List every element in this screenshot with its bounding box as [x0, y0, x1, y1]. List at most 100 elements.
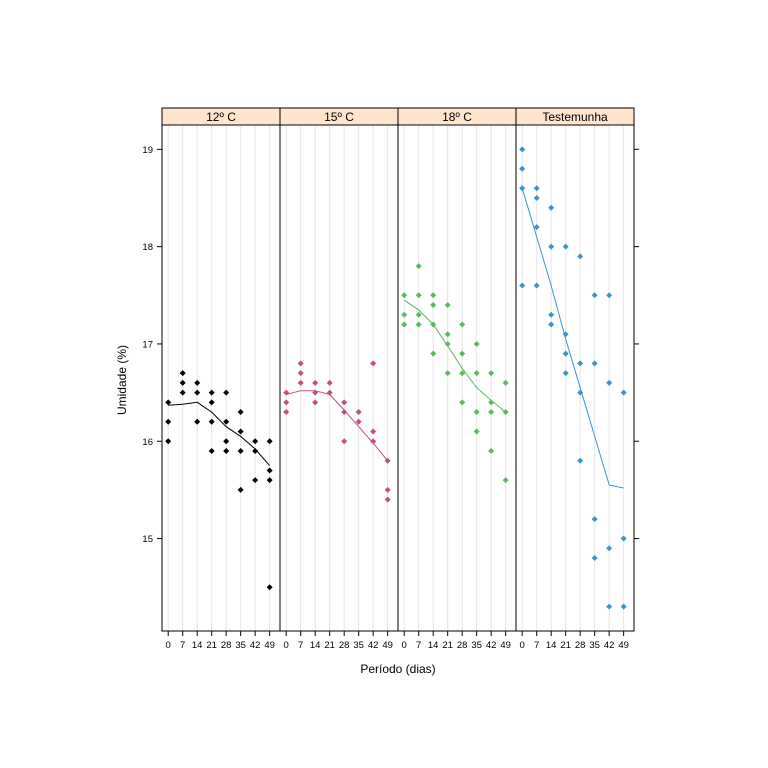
x-tick-label: 7: [180, 640, 185, 651]
data-point-15-c: [384, 486, 391, 493]
data-point-12-c: [223, 447, 230, 454]
data-point-15-c: [312, 399, 319, 406]
data-point-12-c: [165, 418, 172, 425]
data-point-testemunha: [591, 555, 598, 562]
data-point-12-c: [223, 438, 230, 445]
x-tick-label: 28: [339, 640, 350, 651]
data-point-testemunha: [548, 204, 555, 211]
x-tick-label: 49: [500, 640, 511, 651]
data-point-12-c: [223, 418, 230, 425]
x-tick-label: 28: [575, 640, 586, 651]
panel-frame-12-c: [161, 124, 281, 632]
data-point-12-c: [237, 428, 244, 435]
x-tick-label: 7: [416, 640, 421, 651]
smooth-line-12-c: [168, 401, 270, 466]
data-point-12-c: [165, 438, 172, 445]
data-point-12-c: [223, 389, 230, 396]
data-point-18-c: [473, 428, 480, 435]
data-point-testemunha: [562, 331, 569, 338]
x-tick-label: 7: [298, 640, 303, 651]
y-axis-title: Umidade (%): [115, 345, 129, 415]
data-point-18-c: [444, 302, 451, 309]
data-point-18-c: [401, 311, 408, 318]
data-point-testemunha: [562, 350, 569, 357]
strip-label-15-c: 15º C: [324, 110, 354, 124]
x-tick-label: 14: [428, 640, 439, 651]
grid-lines: [167, 125, 625, 631]
panel-frame-15-c: [279, 124, 399, 632]
data-point-15-c: [326, 379, 333, 386]
data-point-testemunha: [577, 389, 584, 396]
data-point-testemunha: [620, 389, 627, 396]
x-tick-label: 28: [457, 640, 468, 651]
data-point-18-c: [488, 370, 495, 377]
x-tick-label: 21: [560, 640, 571, 651]
data-point-12-c: [252, 477, 259, 484]
data-point-testemunha: [577, 360, 584, 367]
data-point-15-c: [370, 428, 377, 435]
data-point-15-c: [341, 409, 348, 416]
data-point-12-c: [179, 370, 186, 377]
x-axis-title: Período (dias): [360, 662, 435, 676]
data-point-15-c: [370, 438, 377, 445]
data-point-18-c: [488, 447, 495, 454]
data-point-testemunha: [577, 457, 584, 464]
y-tick-label: 19: [142, 145, 153, 156]
data-point-12-c: [179, 389, 186, 396]
data-point-18-c: [401, 321, 408, 328]
data-point-12-c: [208, 399, 215, 406]
x-tick-label: 35: [589, 640, 600, 651]
strip-label-12-c: 12º C: [206, 110, 236, 124]
data-point-18-c: [473, 340, 480, 347]
data-point-testemunha: [519, 282, 526, 289]
data-point-18-c: [430, 321, 437, 328]
data-point-18-c: [401, 292, 408, 299]
data-point-18-c: [502, 409, 509, 416]
data-point-18-c: [459, 350, 466, 357]
strips: 12º C 15º C 18º C Testemunha: [161, 107, 635, 126]
data-point-15-c: [297, 379, 304, 386]
data-point-testemunha: [519, 165, 526, 172]
data-point-testemunha: [606, 603, 613, 610]
data-point-testemunha: [591, 360, 598, 367]
data-point-12-c: [179, 379, 186, 386]
data-point-12-c: [208, 447, 215, 454]
data-point-testemunha: [519, 185, 526, 192]
data-point-12-c: [266, 438, 273, 445]
x-tick-label: 42: [604, 640, 615, 651]
data-point-15-c: [355, 409, 362, 416]
data-point-testemunha: [577, 253, 584, 260]
data-point-12-c: [237, 486, 244, 493]
x-tick-label: 0: [402, 640, 407, 651]
data-point-12-c: [266, 584, 273, 591]
data-point-18-c: [444, 370, 451, 377]
data-point-12-c: [266, 477, 273, 484]
data-point-18-c: [444, 340, 451, 347]
x-tick-label: 35: [353, 640, 364, 651]
data-point-testemunha: [519, 146, 526, 153]
x-tick-label: 21: [442, 640, 453, 651]
data-point-18-c: [415, 311, 422, 318]
data-point-18-c: [473, 409, 480, 416]
x-tick-label: 0: [520, 640, 525, 651]
data-point-12-c: [237, 447, 244, 454]
data-point-15-c: [326, 389, 333, 396]
data-point-12-c: [208, 418, 215, 425]
x-tick-label: 42: [250, 640, 261, 651]
panel-frames: [161, 124, 635, 632]
data-point-15-c: [312, 379, 319, 386]
data-point-15-c: [384, 457, 391, 464]
data-point-18-c: [459, 321, 466, 328]
data-point-testemunha: [606, 379, 613, 386]
smooth-line-15-c: [286, 390, 388, 462]
data-point-testemunha: [591, 292, 598, 299]
x-tick-label: 14: [310, 640, 321, 651]
axes: 0 7 14 21 28 35 42 49 0 7 14 21 28 35 42 49 0 7 14 21 28 35 42…: [142, 145, 639, 651]
data-point-testemunha: [620, 603, 627, 610]
data-point-testemunha: [606, 545, 613, 552]
x-tick-label: 21: [324, 640, 335, 651]
data-point-testemunha: [548, 321, 555, 328]
data-point-12-c: [208, 389, 215, 396]
data-point-testemunha: [591, 516, 598, 523]
x-tick-label: 42: [368, 640, 379, 651]
